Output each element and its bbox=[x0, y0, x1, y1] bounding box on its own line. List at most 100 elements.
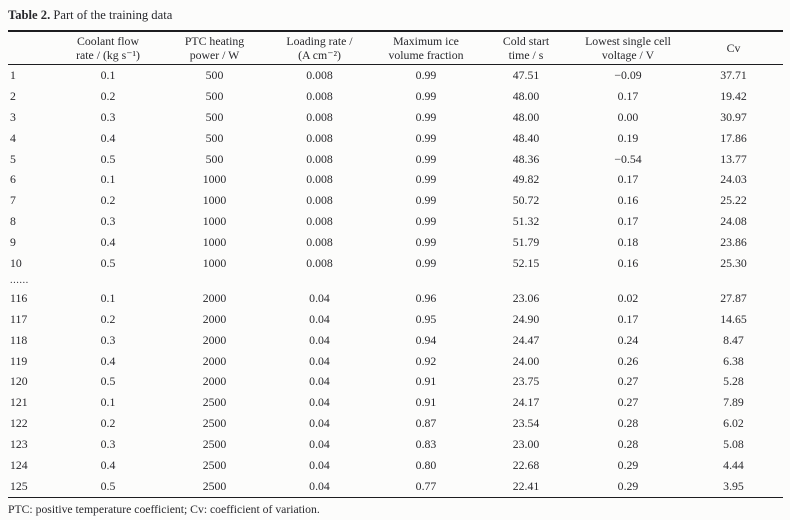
data-cell: 1000 bbox=[202, 235, 227, 250]
data-cell: 0.87 bbox=[415, 416, 437, 431]
data-cell: 23.54 bbox=[512, 416, 540, 431]
col-header-cv: Cv bbox=[684, 31, 783, 65]
table-row: 124 0.4 2500 0.04 0.80 22.68 0.29 4.44 bbox=[8, 455, 783, 476]
data-cell: 24.00 bbox=[512, 353, 540, 368]
table-row: 3 0.3 500 0.008 0.99 48.00 0.00 30.97 bbox=[8, 107, 783, 128]
data-cell: 0.04 bbox=[309, 311, 330, 326]
data-cell: 0.1 bbox=[100, 395, 116, 410]
table-row: 123 0.3 2500 0.04 0.83 23.00 0.28 5.08 bbox=[8, 434, 783, 455]
data-cell: 0.4 bbox=[100, 353, 116, 368]
data-cell: 19.42 bbox=[720, 88, 747, 103]
data-cell: 0.008 bbox=[306, 88, 333, 103]
data-cell: 0.24 bbox=[617, 332, 639, 347]
table-caption-label: Table 2. bbox=[8, 8, 51, 22]
data-cell: 23.86 bbox=[720, 235, 747, 250]
data-cell: 4.44 bbox=[723, 457, 744, 472]
data-cell: 2500 bbox=[202, 478, 227, 493]
data-cell: 3.95 bbox=[723, 478, 744, 493]
data-cell: 0.4 bbox=[100, 130, 116, 145]
data-cell: 0.99 bbox=[415, 214, 437, 229]
data-cell: 0.02 bbox=[617, 290, 639, 305]
data-cell: 2000 bbox=[202, 290, 227, 305]
data-cell: 500 bbox=[205, 109, 224, 124]
col-header-coolant-flow-rate: Coolant flow rate / (kg s⁻¹) bbox=[54, 31, 162, 65]
data-cell: 24.03 bbox=[720, 172, 747, 187]
data-cell: −0.09 bbox=[614, 67, 642, 82]
data-cell: 0.99 bbox=[415, 193, 437, 208]
data-cell: 24.47 bbox=[512, 332, 540, 347]
col-header-loading-rate: Loading rate / (A cm⁻²) bbox=[267, 31, 372, 65]
row-index-cell: 121 bbox=[10, 395, 28, 410]
data-cell: 48.00 bbox=[512, 109, 540, 124]
row-index-cell: 9 bbox=[10, 235, 16, 250]
data-cell: 0.92 bbox=[415, 353, 437, 368]
data-cell: 0.19 bbox=[617, 130, 639, 145]
col-header-max-ice-volume-fraction: Maximum ice volume fraction bbox=[372, 31, 480, 65]
row-index-cell: 8 bbox=[10, 214, 16, 229]
ellipsis-cell: ...... bbox=[10, 275, 29, 287]
col-header-cold-start-time: Cold start time / s bbox=[480, 31, 572, 65]
data-cell: 25.30 bbox=[720, 255, 747, 270]
data-cell: 0.5 bbox=[100, 255, 116, 270]
col-header-lowest-cell-voltage: Lowest single cell voltage / V bbox=[572, 31, 684, 65]
table-row: 5 0.5 500 0.008 0.99 48.36 −0.54 13.77 bbox=[8, 149, 783, 170]
table-row: 7 0.2 1000 0.008 0.99 50.72 0.16 25.22 bbox=[8, 190, 783, 211]
data-cell: 0.80 bbox=[415, 457, 437, 472]
data-cell: 0.008 bbox=[306, 255, 333, 270]
data-cell: 0.77 bbox=[415, 478, 437, 493]
row-index-cell: 1 bbox=[10, 67, 16, 82]
row-index-cell: 4 bbox=[10, 130, 16, 145]
data-cell: 25.22 bbox=[720, 193, 747, 208]
data-cell: 1000 bbox=[202, 193, 227, 208]
data-cell: 0.99 bbox=[415, 255, 437, 270]
data-cell: 0.2 bbox=[100, 193, 116, 208]
data-cell: 2000 bbox=[202, 311, 227, 326]
data-cell: 0.99 bbox=[415, 130, 437, 145]
data-cell: 0.27 bbox=[617, 395, 639, 410]
data-cell: 0.94 bbox=[415, 332, 437, 347]
data-cell: 51.32 bbox=[512, 214, 540, 229]
table-row: 1 0.1 500 0.008 0.99 47.51 −0.09 37.71 bbox=[8, 65, 783, 86]
data-cell: 0.04 bbox=[309, 395, 330, 410]
data-cell: 500 bbox=[205, 67, 224, 82]
row-index-cell: 123 bbox=[10, 437, 28, 452]
data-cell: 1000 bbox=[202, 255, 227, 270]
data-cell: 0.04 bbox=[309, 457, 330, 472]
table-row: 119 0.4 2000 0.04 0.92 24.00 0.26 6.38 bbox=[8, 351, 783, 372]
data-cell: 0.3 bbox=[100, 332, 116, 347]
data-cell: 2500 bbox=[202, 395, 227, 410]
data-cell: 0.17 bbox=[617, 88, 639, 103]
data-cell: 0.1 bbox=[100, 290, 116, 305]
data-cell: 0.91 bbox=[415, 374, 437, 389]
row-index-cell: 5 bbox=[10, 151, 16, 166]
data-cell: 0.18 bbox=[617, 235, 639, 250]
data-cell: 48.40 bbox=[512, 130, 540, 145]
data-cell: 0.3 bbox=[100, 214, 116, 229]
data-cell: 0.99 bbox=[415, 109, 437, 124]
data-cell: 0.99 bbox=[415, 151, 437, 166]
table-row: 6 0.1 1000 0.008 0.99 49.82 0.17 24.03 bbox=[8, 169, 783, 190]
data-cell: 0.4 bbox=[100, 235, 116, 250]
table-row: 125 0.5 2500 0.04 0.77 22.41 0.29 3.95 bbox=[8, 476, 783, 497]
data-cell: 0.16 bbox=[617, 255, 639, 270]
row-index-cell: 125 bbox=[10, 478, 28, 493]
data-cell: 0.29 bbox=[617, 457, 639, 472]
data-cell: 1000 bbox=[202, 214, 227, 229]
data-cell: 500 bbox=[205, 130, 224, 145]
data-cell: 23.00 bbox=[512, 437, 540, 452]
table-row: 2 0.2 500 0.008 0.99 48.00 0.17 19.42 bbox=[8, 86, 783, 107]
data-cell: 23.75 bbox=[512, 374, 540, 389]
row-index-cell: 118 bbox=[10, 332, 28, 347]
table-row: 4 0.4 500 0.008 0.99 48.40 0.19 17.86 bbox=[8, 128, 783, 149]
data-cell: 0.008 bbox=[306, 193, 333, 208]
data-cell: 0.99 bbox=[415, 67, 437, 82]
data-cell: 0.2 bbox=[100, 88, 116, 103]
data-cell: 0.008 bbox=[306, 235, 333, 250]
data-cell: 8.47 bbox=[723, 332, 744, 347]
data-cell: 0.008 bbox=[306, 109, 333, 124]
data-cell: 17.86 bbox=[720, 130, 747, 145]
data-cell: 0.008 bbox=[306, 214, 333, 229]
data-cell: 6.38 bbox=[723, 353, 744, 368]
data-cell: 0.99 bbox=[415, 235, 437, 250]
data-cell: 24.17 bbox=[512, 395, 540, 410]
